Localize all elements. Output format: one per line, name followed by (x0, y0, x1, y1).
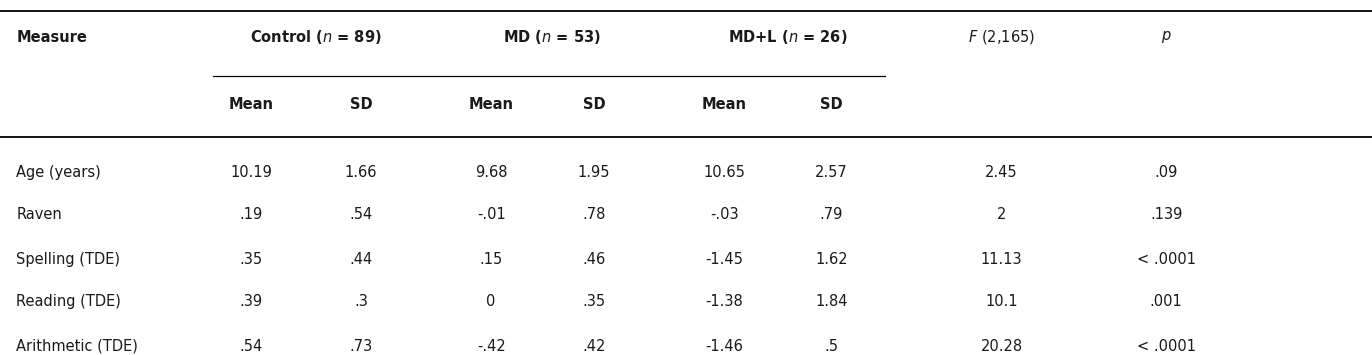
Text: Mean: Mean (702, 97, 746, 112)
Text: 1.62: 1.62 (815, 252, 848, 267)
Text: 1.66: 1.66 (344, 165, 377, 180)
Text: .44: .44 (350, 252, 372, 267)
Text: < .0001: < .0001 (1136, 252, 1196, 267)
Text: .35: .35 (240, 252, 262, 267)
Text: .35: .35 (583, 294, 605, 309)
Text: $p$: $p$ (1161, 29, 1172, 45)
Text: -.42: -.42 (477, 339, 505, 354)
Text: .78: .78 (582, 207, 606, 222)
Text: Mean: Mean (229, 97, 273, 112)
Text: Measure: Measure (16, 30, 88, 45)
Text: -.01: -.01 (477, 207, 505, 222)
Text: 1.84: 1.84 (815, 294, 848, 309)
Text: .42: .42 (582, 339, 606, 354)
Text: Raven: Raven (16, 207, 62, 222)
Text: .54: .54 (350, 207, 372, 222)
Text: 10.19: 10.19 (230, 165, 272, 180)
Text: < .0001: < .0001 (1136, 339, 1196, 354)
Text: .09: .09 (1154, 165, 1179, 180)
Text: -1.38: -1.38 (705, 294, 744, 309)
Text: Arithmetic (TDE): Arithmetic (TDE) (16, 339, 139, 354)
Text: 20.28: 20.28 (981, 339, 1022, 354)
Text: 1.95: 1.95 (578, 165, 611, 180)
Text: .46: .46 (583, 252, 605, 267)
Text: Reading (TDE): Reading (TDE) (16, 294, 121, 309)
Text: 9.68: 9.68 (475, 165, 508, 180)
Text: MD ($n$ = 53): MD ($n$ = 53) (504, 28, 601, 46)
Text: .79: .79 (819, 207, 844, 222)
Text: SD: SD (350, 97, 372, 112)
Text: .001: .001 (1150, 294, 1183, 309)
Text: .19: .19 (240, 207, 262, 222)
Text: Control ($n$ = 89): Control ($n$ = 89) (250, 28, 381, 46)
Text: $F$ (2,165): $F$ (2,165) (969, 28, 1034, 46)
Text: SD: SD (583, 97, 605, 112)
Text: .39: .39 (240, 294, 262, 309)
Text: 2: 2 (997, 207, 1006, 222)
Text: .73: .73 (350, 339, 372, 354)
Text: .15: .15 (480, 252, 502, 267)
Text: 10.65: 10.65 (704, 165, 745, 180)
Text: Age (years): Age (years) (16, 165, 102, 180)
Text: Mean: Mean (469, 97, 513, 112)
Text: 2.57: 2.57 (815, 165, 848, 180)
Text: .54: .54 (240, 339, 262, 354)
Text: MD+L ($n$ = 26): MD+L ($n$ = 26) (727, 28, 848, 46)
Text: .139: .139 (1150, 207, 1183, 222)
Text: -.03: -.03 (711, 207, 738, 222)
Text: .5: .5 (825, 339, 838, 354)
Text: Spelling (TDE): Spelling (TDE) (16, 252, 121, 267)
Text: 2.45: 2.45 (985, 165, 1018, 180)
Text: 10.1: 10.1 (985, 294, 1018, 309)
Text: .3: .3 (354, 294, 368, 309)
Text: 0: 0 (487, 294, 495, 309)
Text: SD: SD (820, 97, 842, 112)
Text: -1.45: -1.45 (705, 252, 744, 267)
Text: 11.13: 11.13 (981, 252, 1022, 267)
Text: -1.46: -1.46 (705, 339, 744, 354)
